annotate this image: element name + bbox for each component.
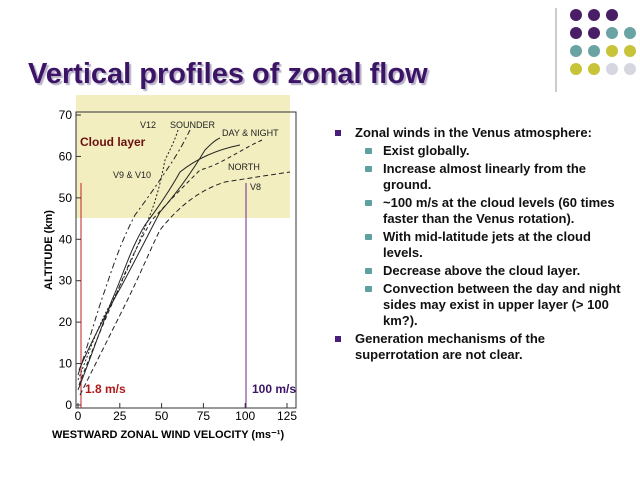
y-tick-label: 40 xyxy=(59,232,73,246)
x-tick-label: 125 xyxy=(277,409,297,423)
y-tick-label: 70 xyxy=(59,108,73,122)
annotation: 100 m/s xyxy=(252,382,296,396)
y-tick-label: 30 xyxy=(59,274,73,288)
annotation: Cloud layer xyxy=(80,135,146,149)
x-tick-label: 75 xyxy=(197,409,211,423)
annotation: V12 xyxy=(140,120,156,130)
slide-title: Vertical profiles of zonal flow xyxy=(28,58,428,90)
x-tick-label: 0 xyxy=(75,409,82,423)
y-tick-label: 60 xyxy=(59,149,73,163)
sub-bullet: With mid-latitude jets at the cloud leve… xyxy=(333,229,623,261)
sub-bullet: ~100 m/s at the cloud levels (60 times f… xyxy=(333,195,623,227)
y-axis-label: ALTITUDE (km) xyxy=(43,210,55,290)
figure: 0 10 20 30 40 50 60 70 0 25 50 75 100 125 ALTITUDE (km… xyxy=(43,95,297,441)
sub-bullet: Convection between the day and night sid… xyxy=(333,281,623,329)
x-tick-label: 25 xyxy=(113,409,127,423)
sub-bullet: Decrease above the cloud layer. xyxy=(333,263,623,279)
x-axis-label: WESTWARD ZONAL WIND VELOCITY (ms⁻¹) xyxy=(52,429,284,441)
sub-bullet: Increase almost linearly from the ground… xyxy=(333,161,623,193)
bullet-list: Zonal winds in the Venus atmosphere: Exis… xyxy=(333,125,623,365)
y-tick-label: 50 xyxy=(59,191,73,205)
profiles xyxy=(77,129,291,396)
dot-grid xyxy=(570,9,636,75)
annotation: V8 xyxy=(250,182,261,192)
annotation: DAY & NIGHT xyxy=(222,128,279,138)
x-tick-label: 50 xyxy=(155,409,169,423)
sub-bullet: Exist globally. xyxy=(333,143,623,159)
bullet: Zonal winds in the Venus atmosphere: xyxy=(333,125,623,141)
x-tick-label: 100 xyxy=(235,409,255,423)
annotation: NORTH xyxy=(228,162,260,172)
annotation: V9 & V10 xyxy=(113,170,151,180)
y-tick-label: 20 xyxy=(59,315,73,329)
bullet: Generation mechanisms of the superrotati… xyxy=(333,331,623,363)
plot-frame xyxy=(75,111,297,409)
y-tick-label: 0 xyxy=(65,398,72,412)
annotation: 1.8 m/s xyxy=(85,382,126,396)
y-tick-label: 10 xyxy=(59,357,73,371)
annotation: SOUNDER xyxy=(170,120,216,130)
cloud-band xyxy=(76,95,290,218)
